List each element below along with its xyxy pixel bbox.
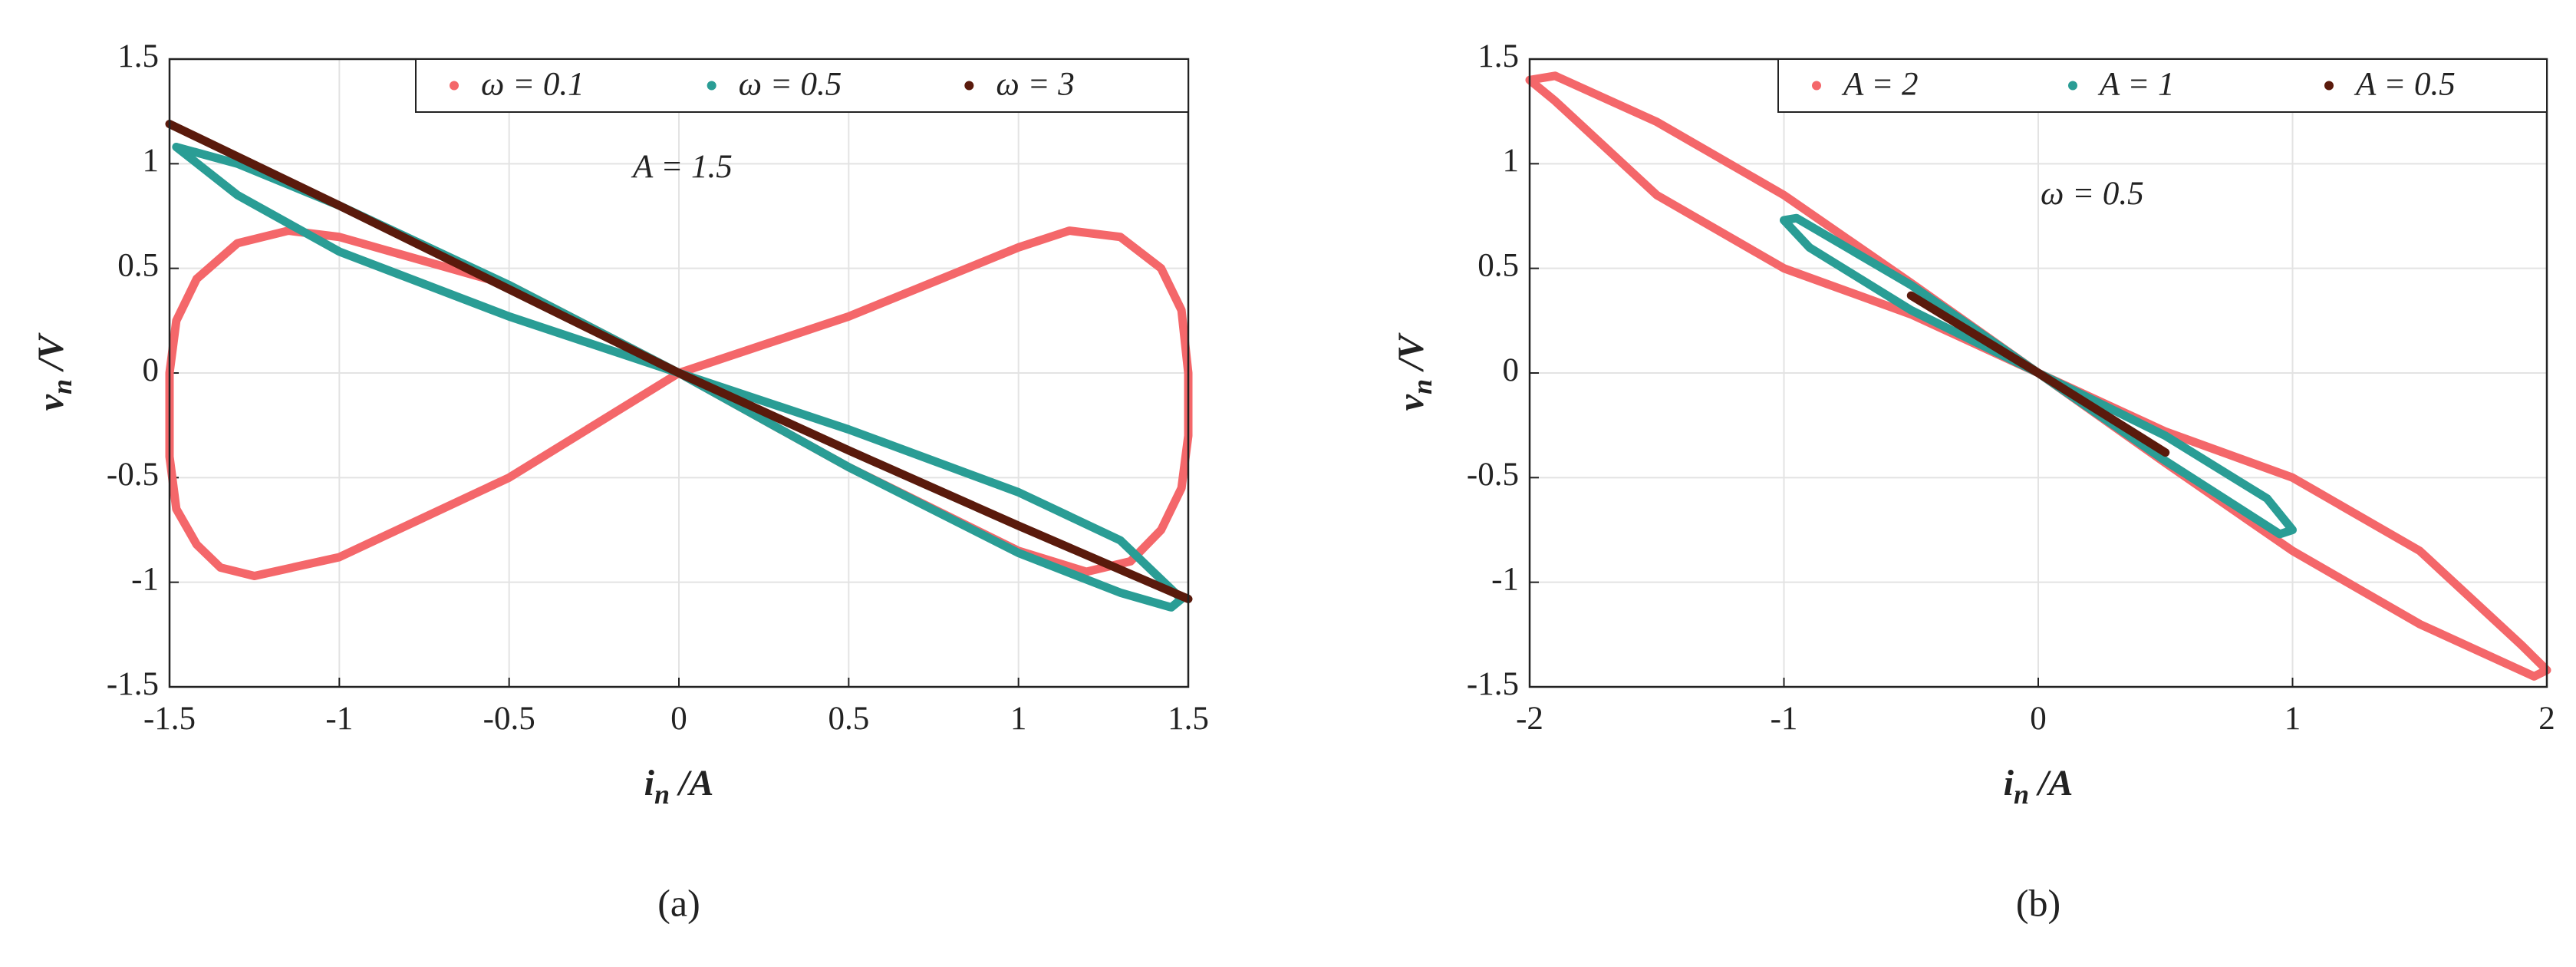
legend-box (1777, 58, 2548, 113)
x-tick-label: 1.5 (1168, 701, 1209, 737)
y-label-main: v (31, 394, 71, 411)
x-tick-label: -1 (325, 701, 353, 737)
y-tick-label: -1.5 (1467, 666, 1519, 702)
legend-marker (2324, 81, 2334, 91)
y-label-suffix: /V (1391, 332, 1431, 372)
data-line (165, 120, 1193, 603)
x-tick-label: 0 (2030, 701, 2047, 737)
legend-label: A = 1 (2097, 66, 2175, 102)
y-tick-label: -1 (1491, 562, 1519, 598)
data-line (1780, 213, 2297, 539)
y-tick-label: 0 (1503, 352, 1520, 388)
y-tick-label: 0.5 (1477, 248, 1519, 284)
x-tick-label: -0.5 (483, 701, 535, 737)
caption: (a) (657, 881, 700, 924)
legend-marker (707, 81, 716, 91)
x-label-main: i (644, 763, 655, 804)
x-tick-label: -1.5 (143, 701, 196, 737)
legend-marker (2068, 81, 2077, 91)
legend-box (415, 58, 1189, 113)
legend-label: A = 2 (1841, 66, 1919, 102)
plot-area (165, 120, 1193, 612)
y-tick-label: -1.5 (107, 666, 159, 702)
x-axis-label: in/A (644, 763, 714, 810)
legend-label: ω = 0.5 (739, 66, 842, 102)
y-tick-label: 0 (143, 352, 160, 388)
x-label-suffix: /A (677, 763, 713, 804)
legend-marker (450, 81, 459, 91)
x-label-suffix: /A (2036, 763, 2073, 804)
legend-marker (1812, 81, 1821, 91)
y-label-suffix: /V (31, 332, 71, 372)
x-tick-label: -2 (1516, 701, 1543, 737)
legend-label: ω = 3 (996, 66, 1074, 102)
y-tick-label: -1 (131, 562, 159, 598)
x-label-sub: n (654, 779, 670, 810)
x-tick-label: -1 (1771, 701, 1798, 737)
x-axis-label: in/A (2004, 763, 2074, 810)
y-axis-label: vn/V (31, 332, 77, 411)
y-tick-label: 0.5 (117, 248, 159, 284)
x-tick-label: 0 (670, 701, 687, 737)
x-tick-label: 0.5 (828, 701, 869, 737)
legend-marker (964, 81, 974, 91)
x-label-sub: n (2014, 779, 2029, 810)
y-tick-label: 1 (143, 143, 160, 179)
y-label-main: v (1391, 394, 1431, 411)
y-tick-label: -0.5 (107, 457, 159, 493)
annotation: A = 1.5 (631, 149, 733, 185)
y-tick-label: 1 (1503, 143, 1520, 179)
annotation: ω = 0.5 (2041, 176, 2144, 212)
x-tick-label: 1 (1010, 701, 1027, 737)
x-tick-label: 2 (2538, 701, 2555, 737)
y-tick-label: -0.5 (1467, 457, 1519, 493)
x-label-main: i (2004, 763, 2014, 804)
x-tick-label: 1 (2284, 701, 2301, 737)
y-axis-label: vn/V (1391, 332, 1438, 411)
caption: (b) (2016, 881, 2060, 924)
legend-label: ω = 0.1 (481, 66, 585, 102)
legend-label: A = 0.5 (2354, 66, 2456, 102)
y-tick-label: 1.5 (1477, 38, 1519, 74)
data-line (1906, 291, 2170, 457)
y-label-sub: n (1407, 379, 1438, 394)
y-label-sub: n (47, 379, 77, 394)
y-tick-label: 1.5 (117, 38, 159, 74)
